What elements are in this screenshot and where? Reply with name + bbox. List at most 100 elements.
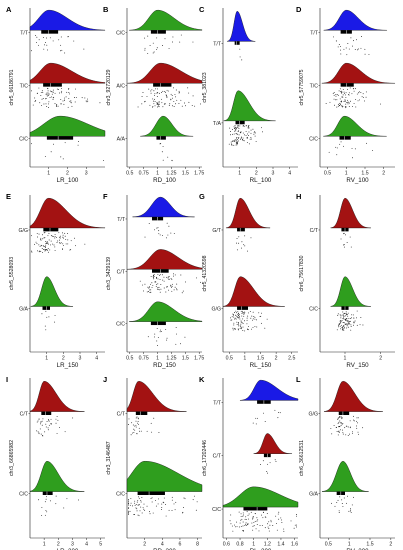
panel-i-group-CC-point xyxy=(78,499,79,501)
panel-j-group-CC-point xyxy=(140,500,142,502)
panel-e-group-GG-point xyxy=(43,237,45,239)
panel-a-group-TT-point xyxy=(38,39,40,41)
panel-b-group-AC-point xyxy=(137,106,139,108)
panel-d-group-TC-box xyxy=(340,83,354,87)
panel-a-group-TC-point xyxy=(61,90,63,92)
panel-d-group-TC-point xyxy=(333,98,335,100)
panel-j-group-CC-point xyxy=(138,496,139,498)
panel-j-group-CC-point xyxy=(129,504,131,506)
panel-b-group-AC-point xyxy=(167,90,169,92)
panel-h-group-CC-point xyxy=(341,320,343,321)
panel-k-x-tick-label: 1.6 xyxy=(291,542,298,548)
panel-a-group-TC-point xyxy=(36,93,38,95)
panel-f-group-CT-point xyxy=(151,287,153,288)
panel-j-group-CC-point xyxy=(143,503,145,505)
panel-a-group-TT-point xyxy=(52,40,54,42)
panel-d-group-TC-point xyxy=(338,105,340,106)
panel-h-group-CC-label: C/C xyxy=(309,306,318,312)
panel-k-group-CC-point xyxy=(234,524,236,526)
panel-f-group-CC-point xyxy=(154,333,156,335)
panel-c-group-TA-point xyxy=(228,143,230,145)
panel-h-group-CT-point xyxy=(343,244,344,246)
panel-g-group-GT-point xyxy=(250,237,252,239)
panel-h-group-CC-point xyxy=(362,324,364,326)
panel-g-group-GG-point xyxy=(244,320,246,322)
panel-l-group-GG-point xyxy=(336,427,337,428)
panel-f-group-CT-point xyxy=(162,279,164,281)
panel-l-group-GG-point xyxy=(342,429,343,431)
panel-c-group-TA-point xyxy=(237,125,239,127)
panel-f-group-CT-point xyxy=(173,273,175,275)
panel-b-group-AA-point xyxy=(161,151,163,153)
panel-h-group-CC-point xyxy=(351,317,352,319)
panel-b-group-AA-point xyxy=(159,143,161,145)
panel-g-group-GG-point xyxy=(234,312,236,313)
panel-g-group-GG-point xyxy=(249,310,251,312)
panel-i-group-CT-point xyxy=(47,427,49,429)
panel-j-group-CC-point xyxy=(168,509,170,511)
panel-i-group-CC-point xyxy=(55,495,57,497)
panel-f-group-TT-point xyxy=(165,237,167,239)
panel-d-group-TC-point xyxy=(339,98,341,100)
panel-d-group-TC-point xyxy=(341,100,342,102)
panel-e-x-tick-label: 4 xyxy=(95,356,98,362)
panel-d-group-TC-point xyxy=(335,99,336,101)
panel-a-group-TT-point xyxy=(47,49,48,51)
panel-b-group-AC-point xyxy=(161,98,162,100)
panel-h-group-CC-point xyxy=(350,318,352,319)
panel-e-group-GG-point xyxy=(62,236,64,238)
panel-k-group-CC-point xyxy=(232,530,234,532)
panel-d-group-TC-point xyxy=(337,105,339,107)
panel-k-group-CC-point xyxy=(245,523,247,525)
panel-c-group-TA-point xyxy=(239,125,241,127)
panel-j-group-CC-point xyxy=(140,501,142,503)
panel-d-group-TC-point xyxy=(342,94,344,96)
panel-f-group-TT-label: T/T xyxy=(117,217,126,223)
panel-j-group-CC-point xyxy=(128,507,129,509)
panel-b-group-AC-point xyxy=(165,94,167,96)
panel-c-group-TA-point xyxy=(234,127,236,129)
panel-d-group-TC-point xyxy=(348,94,350,96)
panel-l-group-GA-point xyxy=(334,505,336,507)
panel-i-group-CT-density xyxy=(29,381,85,412)
panel-l-group-GG-point xyxy=(345,434,347,436)
panel-g-group-GG-point xyxy=(240,310,242,312)
panel-e-group-GG-point xyxy=(67,243,69,245)
panel-h-group-CC-point xyxy=(342,311,344,313)
panel-h-group-CC-point xyxy=(341,328,343,330)
panel-c-group-TA-point xyxy=(236,126,238,128)
panel-d-group-TT-point xyxy=(343,48,345,50)
panel-i-group-CC-point xyxy=(63,507,65,509)
panel-a-group-TC-point xyxy=(34,101,36,102)
panel-j-group-CC-point xyxy=(138,515,140,517)
panel-b-group-CC-point xyxy=(156,47,158,49)
panel-e-group-GG-point xyxy=(59,237,61,239)
panel-j-group-CC-point xyxy=(174,509,176,511)
panel-j-group-CC-label: C/C xyxy=(116,492,125,498)
panel-g-group-GG-point xyxy=(242,318,244,320)
panel-i-group-CT-point xyxy=(56,416,58,417)
panel-j-letter: J xyxy=(103,375,107,384)
panel-a-group-TC-point xyxy=(71,105,73,107)
panel-f-group-TT-point xyxy=(173,232,175,234)
panel-d-group-TT-density xyxy=(323,9,388,31)
panel-c-group-TA-point xyxy=(231,129,233,131)
panel-c-group-TT-point xyxy=(239,48,241,50)
panel-f-group-CC-box xyxy=(150,321,166,326)
panel-c-x-title: RL_100 xyxy=(250,177,272,184)
panel-c-group-TA-point xyxy=(246,125,247,127)
panel-j-group-CC-point xyxy=(155,505,157,507)
panel-c-x-tick-label: 3 xyxy=(272,171,275,177)
panel-b-group-AA: A/A xyxy=(117,115,194,162)
panel-i-group-CC-density xyxy=(29,461,85,492)
panel-e-group-GG-point xyxy=(47,243,49,245)
panel-k-group-CC-point xyxy=(236,521,238,523)
panel-g-group-GT-point xyxy=(236,249,238,251)
panel-d-group-TC-point xyxy=(342,96,344,98)
panel-f-group-CT-point xyxy=(173,289,175,291)
panel-j-group-CT-label: C/T xyxy=(117,412,126,418)
panel-j-group-CT-point xyxy=(140,430,142,432)
panel-i-group-CT-point xyxy=(48,419,50,421)
panel-j-group-CC-point xyxy=(182,507,184,509)
